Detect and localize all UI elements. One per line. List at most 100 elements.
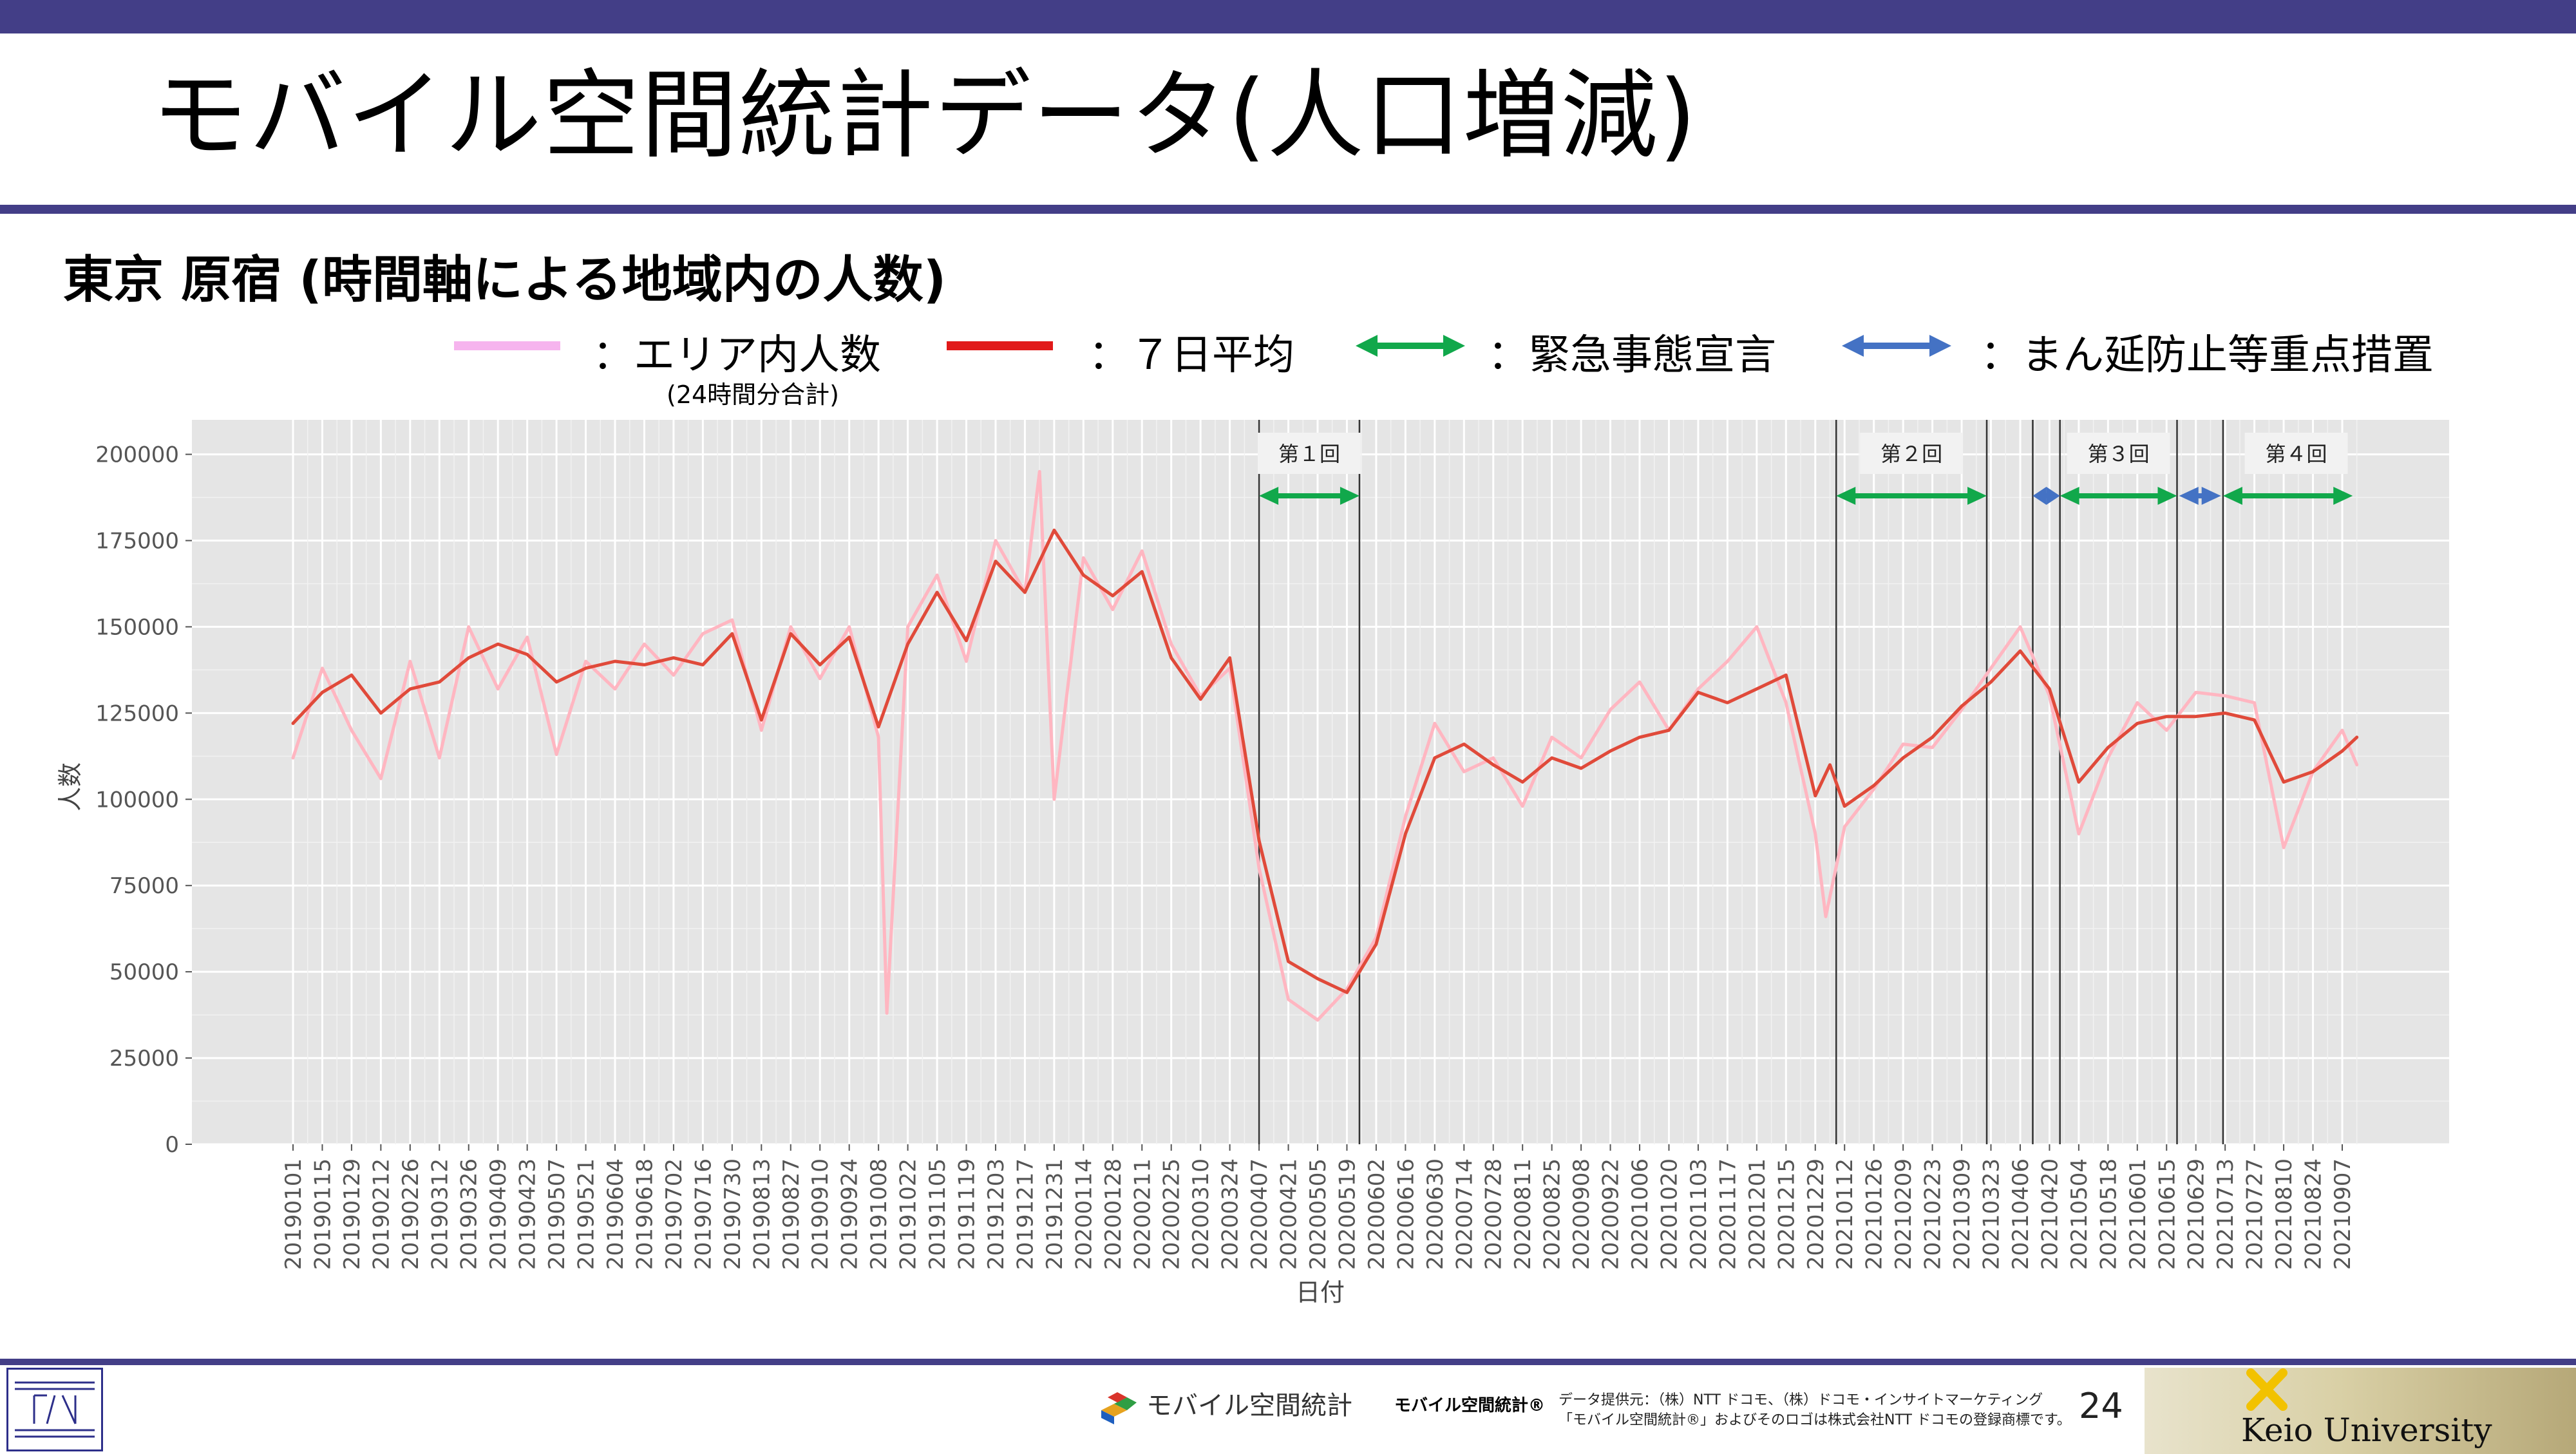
x-tick-label: 20190115 xyxy=(310,1158,336,1270)
y-tick-label: 150000 xyxy=(95,614,179,640)
x-tick-label: 20210727 xyxy=(2242,1158,2268,1270)
x-tick-label: 20200519 xyxy=(1334,1158,1360,1270)
x-tick-label: 20210810 xyxy=(2271,1158,2297,1270)
legend-avg-swatch xyxy=(947,341,1053,350)
x-tick-label: 20200630 xyxy=(1423,1158,1448,1270)
x-tick-label: 20201201 xyxy=(1745,1158,1770,1270)
round-label: 第３回 xyxy=(2088,442,2150,466)
arrow-head-right xyxy=(2157,487,2177,505)
x-tick-label: 20200407 xyxy=(1247,1158,1273,1270)
round-label-box xyxy=(1258,433,1361,474)
x-tick-label: 20191231 xyxy=(1042,1158,1068,1270)
emergency-period-arrow: 第１回 xyxy=(1258,433,1361,505)
x-tick-label: 20190618 xyxy=(632,1158,658,1270)
x-tick-label: 20200811 xyxy=(1510,1158,1536,1270)
x-tick-label: 20190326 xyxy=(457,1158,482,1270)
legend-emergency-arrow xyxy=(1356,335,1465,357)
x-tick-label: 20210420 xyxy=(2037,1158,2063,1270)
arrow-head-left xyxy=(1259,487,1279,505)
x-tick-label: 20190212 xyxy=(368,1158,394,1270)
x-tick-label: 20190226 xyxy=(398,1158,424,1270)
round-label-box xyxy=(2244,433,2348,474)
footer-divider xyxy=(0,1359,2576,1365)
arrow-head-left xyxy=(2060,487,2079,505)
y-tick-label: 0 xyxy=(165,1132,179,1158)
x-tick-label: 20201103 xyxy=(1686,1158,1712,1270)
x-tick-label: 20210601 xyxy=(2125,1158,2151,1270)
x-tick-label: 20191217 xyxy=(1012,1158,1038,1270)
x-tick-label: 20190507 xyxy=(544,1158,570,1270)
population-chart: 第１回 第２回 第３回 第４回 0 25000 50000 75000 100000 12500… xyxy=(56,420,2449,1307)
mobile-stats-logo-text: モバイル空間統計 xyxy=(1146,1391,1352,1421)
x-tick-label: 20190409 xyxy=(486,1158,511,1270)
x-tick-label: 20200728 xyxy=(1481,1158,1507,1270)
x-tick-label: 20191022 xyxy=(896,1158,922,1270)
y-tick-label: 125000 xyxy=(95,701,179,726)
plot-panel xyxy=(192,420,2449,1144)
x-tick-label: 20210209 xyxy=(1891,1158,1917,1270)
legend-daily-label: ：エリア内人数 xyxy=(592,332,881,379)
x-tick-label: 20210615 xyxy=(2154,1158,2180,1270)
x-tick-label: 20200825 xyxy=(1540,1158,1566,1270)
arrow-head-right xyxy=(2333,487,2353,505)
x-tick-label: 20210309 xyxy=(1949,1158,1975,1270)
round-label: 第２回 xyxy=(1880,442,1942,466)
arrow-head-left xyxy=(2179,487,2199,505)
x-tick-label: 20190312 xyxy=(427,1158,453,1270)
priority-period-arrow xyxy=(2032,487,2060,505)
x-tick-label: 20200324 xyxy=(1218,1158,1244,1270)
x-tick-label: 20201020 xyxy=(1656,1158,1682,1270)
legend-avg-label: ：７日平均 xyxy=(1088,332,1294,379)
x-tick-label: 20210223 xyxy=(1920,1158,1946,1270)
x-tick-label: 20201117 xyxy=(1715,1158,1741,1270)
y-axis-title: 人数 xyxy=(56,762,84,811)
x-tick-label: 20210406 xyxy=(2008,1158,2034,1270)
x-tick-label: 20200602 xyxy=(1364,1158,1390,1270)
x-tick-label: 20210323 xyxy=(1979,1158,2005,1270)
x-tick-label: 20200922 xyxy=(1598,1158,1624,1270)
x-tick-label: 20210504 xyxy=(2067,1158,2092,1270)
page-number: 24 xyxy=(2079,1386,2123,1426)
round-label-box xyxy=(1860,433,1964,474)
x-tick-label: 20190910 xyxy=(808,1158,833,1270)
credit-line-1: データ提供元：（株）NTT ドコモ、（株）ドコモ・インサイトマーケティング xyxy=(1558,1392,2043,1408)
x-tick-label: 20191008 xyxy=(866,1158,892,1270)
y-tick-label: 175000 xyxy=(95,529,179,554)
y-tick-label: 100000 xyxy=(95,787,179,813)
x-tick-label: 20200211 xyxy=(1130,1158,1155,1270)
x-tick-label: 20210713 xyxy=(2213,1158,2239,1270)
keio-banner: Keio University xyxy=(2145,1368,2576,1454)
x-tick-label: 20210126 xyxy=(1862,1158,1888,1270)
x-tick-label: 20201215 xyxy=(1774,1158,1799,1270)
x-tick-label: 20190423 xyxy=(515,1158,541,1270)
legend-priority-arrow xyxy=(1842,335,1951,357)
x-tick-label: 20210112 xyxy=(1832,1158,1858,1270)
x-tick-label: 20190813 xyxy=(749,1158,775,1270)
legend-priority-label: ：まん延防止等重点措置 xyxy=(1980,332,2434,379)
credit-line-2: 「モバイル空間統計®」およびそのロゴは株式会社NTT ドコモの登録商標です。 xyxy=(1558,1412,2071,1428)
emergency-period-arrow: 第３回 xyxy=(2060,433,2177,505)
legend-emergency-label: ：緊急事態宣言 xyxy=(1488,332,1776,379)
legend-daily-swatch xyxy=(454,341,560,350)
x-tick-label: 20200616 xyxy=(1393,1158,1419,1270)
arrow-head-right xyxy=(1340,487,1359,505)
x-tick-label: 20190702 xyxy=(661,1158,687,1270)
x-tick-label: 20191119 xyxy=(954,1158,980,1270)
x-tick-label: 20200421 xyxy=(1276,1158,1302,1270)
x-tick-label: 20190129 xyxy=(339,1158,365,1270)
emergency-period-arrow: 第２回 xyxy=(1836,433,1987,505)
header-bar xyxy=(0,0,2576,33)
x-tick-label: 20200114 xyxy=(1071,1158,1097,1270)
chart-subtitle: 東京 原宿 (時間軸による地域内の人数) xyxy=(63,251,947,309)
arrow-head-right xyxy=(2201,487,2221,505)
round-label: 第４回 xyxy=(2266,442,2327,466)
x-tick-label: 20210518 xyxy=(2096,1158,2121,1270)
x-tick-label: 20200908 xyxy=(1569,1158,1595,1270)
x-axis-title: 日付 xyxy=(1296,1278,1345,1307)
x-tick-label: 20200225 xyxy=(1159,1158,1185,1270)
priority-period-arrow xyxy=(2179,487,2221,505)
university-name: Keio University xyxy=(2241,1412,2492,1449)
x-tick-label: 20201006 xyxy=(1627,1158,1653,1270)
x-tick-label: 20191203 xyxy=(983,1158,1009,1270)
mobile-stats-logo-icon xyxy=(1101,1392,1137,1424)
